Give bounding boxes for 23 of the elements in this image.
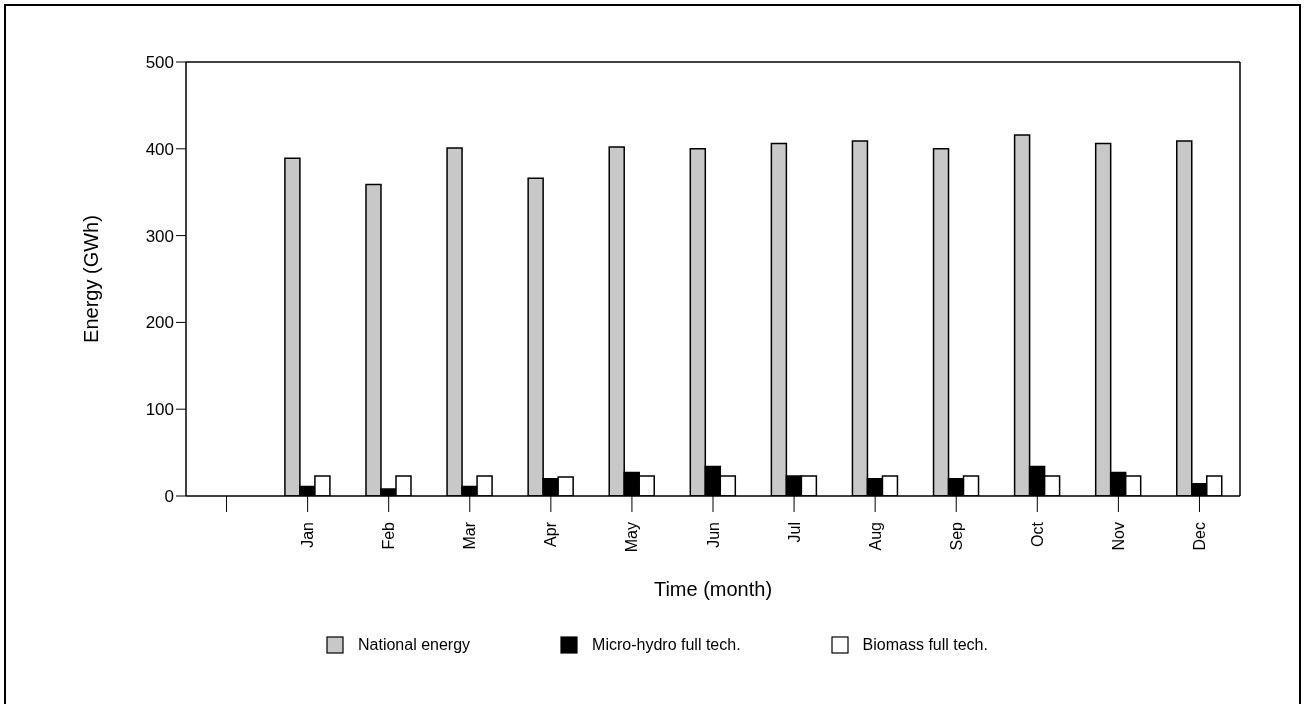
legend-label: Biomass full tech. <box>862 636 988 654</box>
x-tick-label: Aug <box>866 522 884 551</box>
x-tick-label: Mar <box>461 521 479 550</box>
x-axis-title: Time (month) <box>653 578 773 600</box>
x-tick-label: Jun <box>704 522 722 548</box>
legend-label: Micro-hydro full tech. <box>592 636 741 654</box>
y-axis-title: Energy (GWh) <box>80 215 103 343</box>
x-tick-label: Oct <box>1028 521 1046 547</box>
legend-label: National energy <box>358 636 471 654</box>
x-tick-label: Jul <box>785 522 803 543</box>
x-tick-label: Feb <box>380 521 398 550</box>
x-tick-label: Dec <box>1190 522 1208 551</box>
y-tick-label: 500 <box>145 53 174 73</box>
x-tick-label: Jan <box>299 522 317 548</box>
x-tick-label: Nov <box>1109 522 1127 551</box>
y-tick-label: 400 <box>145 139 174 159</box>
y-tick-label: 200 <box>145 313 174 333</box>
y-tick-label: 300 <box>145 226 174 246</box>
y-tick-label: 0 <box>164 487 174 507</box>
y-tick-label: 100 <box>145 400 174 420</box>
x-tick-label: May <box>623 522 641 553</box>
x-tick-label: Apr <box>542 521 560 547</box>
x-tick-label: Sep <box>947 521 965 551</box>
